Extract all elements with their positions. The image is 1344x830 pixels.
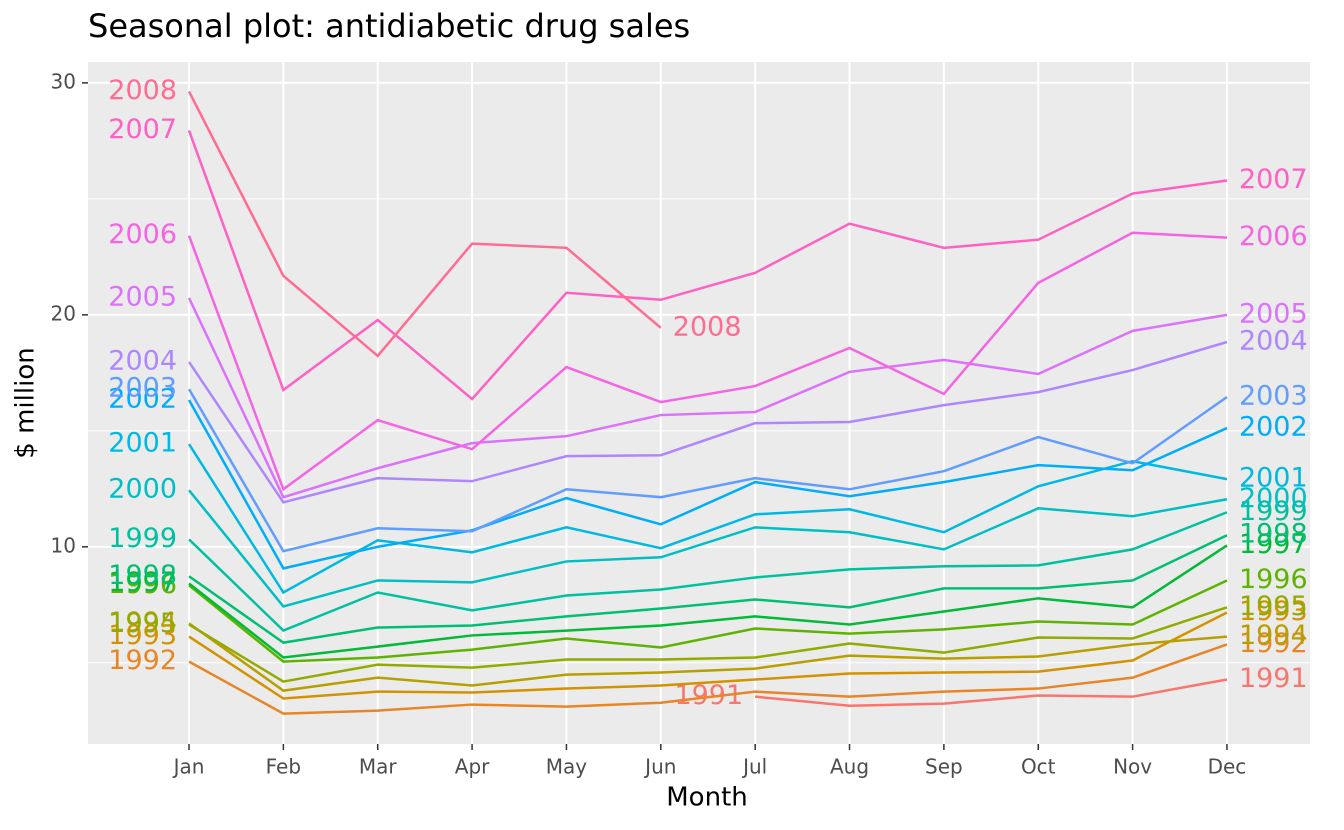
series-label-end: 1997 (1239, 529, 1308, 560)
series-line (188, 579, 1228, 663)
series-label-end: 2006 (1239, 221, 1308, 252)
series-label-end: 1992 (1239, 628, 1308, 659)
series-line (187, 297, 1228, 499)
x-tick-label: Jul (741, 755, 767, 779)
series-label-start: 2003 (108, 373, 177, 404)
x-tick-label: Feb (266, 755, 301, 779)
y-axis-label: $ million (11, 347, 41, 458)
series-label-end: 2001 (1239, 463, 1308, 494)
series-label-start: 1993 (108, 620, 177, 651)
series-label-end: 2000 (1239, 483, 1308, 514)
series-line (187, 340, 1228, 504)
series-label-end: 2007 (1239, 164, 1308, 195)
series-label-end: 2002 (1239, 412, 1308, 443)
series-label-start: 2006 (108, 219, 177, 250)
series-line (187, 388, 1228, 553)
series-label-start: 1996 (108, 569, 177, 600)
series-label-start: 1994 (108, 607, 177, 638)
panel (88, 62, 1310, 744)
series-label-start: 2007 (108, 114, 177, 145)
series-label-end: 1996 (1239, 564, 1308, 595)
series-line (188, 544, 1228, 659)
series-label-start: 1998 (108, 560, 177, 591)
y-tick-label: 30 (51, 69, 76, 93)
series-label-end: 1999 (1239, 496, 1308, 527)
x-tick-label: Dec (1208, 755, 1247, 779)
series-line (187, 231, 1228, 492)
series-line (755, 678, 1228, 707)
series-line (188, 622, 1228, 692)
x-tick-label: Oct (1021, 755, 1056, 779)
x-tick-label: May (546, 755, 588, 779)
series-line (188, 489, 1228, 608)
x-tick-label: Jun (643, 755, 676, 779)
y-tick-label: 20 (51, 301, 76, 325)
series-label-start: 1992 (108, 645, 177, 676)
series-label-start: 1991 (674, 680, 743, 711)
x-tick-label: Mar (359, 755, 398, 779)
series-line (187, 443, 1228, 595)
x-tick-label: Apr (455, 755, 490, 779)
series-line (188, 643, 1228, 715)
series-label-end: 1998 (1239, 519, 1308, 550)
series-line (188, 511, 1228, 633)
series-label-start: 1999 (108, 523, 177, 554)
series-line (187, 130, 1228, 401)
x-tick-label: Aug (830, 755, 869, 779)
x-axis-label: Month (666, 783, 748, 813)
chart-title: Seasonal plot: antidiabetic drug sales (88, 7, 690, 45)
series-label-start: 2004 (108, 345, 177, 376)
series-line (188, 534, 1228, 644)
series-label-end: 2004 (1239, 325, 1308, 356)
series-line (188, 611, 1228, 700)
series-label-start: 2001 (108, 428, 177, 459)
series-line (187, 399, 1228, 570)
series-label-end: 1995 (1239, 591, 1308, 622)
series-line (187, 90, 662, 358)
series-label-start: 1997 (108, 567, 177, 598)
x-tick-label: Jan (172, 755, 205, 779)
series-label-end: 2005 (1239, 298, 1308, 329)
x-tick-label: Nov (1113, 755, 1152, 779)
series-label-end: 1991 (1239, 663, 1308, 694)
series-label-end: 1993 (1239, 596, 1308, 627)
y-tick-label: 10 (51, 533, 76, 557)
x-tick-label: Sep (925, 755, 963, 779)
series-label-end: 1994 (1239, 620, 1308, 651)
series-label-start: 2008 (108, 75, 177, 106)
series-label-end: 2003 (1239, 380, 1308, 411)
series-line (188, 606, 1228, 683)
series-label-start: 2000 (108, 474, 177, 505)
series-label-start: 2005 (108, 281, 177, 312)
series-label-start: 1995 (108, 608, 177, 639)
series-label-start: 2002 (108, 383, 177, 414)
series-label-end: 2008 (673, 311, 742, 342)
